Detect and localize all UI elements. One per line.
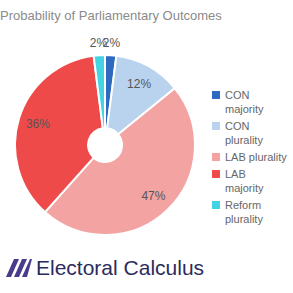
html-text:LAB plurality: LAB plurality <box>225 151 287 163</box>
svg-text:12%: 12% <box>127 77 151 91</box>
svg-text:2%: 2% <box>102 36 121 51</box>
svg-text:2%: 2% <box>90 36 108 50</box>
html-text:LAB majority: LAB majority <box>225 168 264 194</box>
svg-text:47%: 47% <box>141 189 165 203</box>
html-text:CON majority: CON majority <box>225 89 264 115</box>
html-text:Reform plurality: Reform plurality <box>225 199 263 225</box>
html-text:Electoral Calculus: Electoral Calculus <box>36 256 205 279</box>
svg-text:36%: 36% <box>26 117 50 131</box>
html-text:CON plurality: CON plurality <box>225 120 263 146</box>
html-text:Probability of Parliamentary O: Probability of Parliamentary Outcomes <box>0 8 222 23</box>
